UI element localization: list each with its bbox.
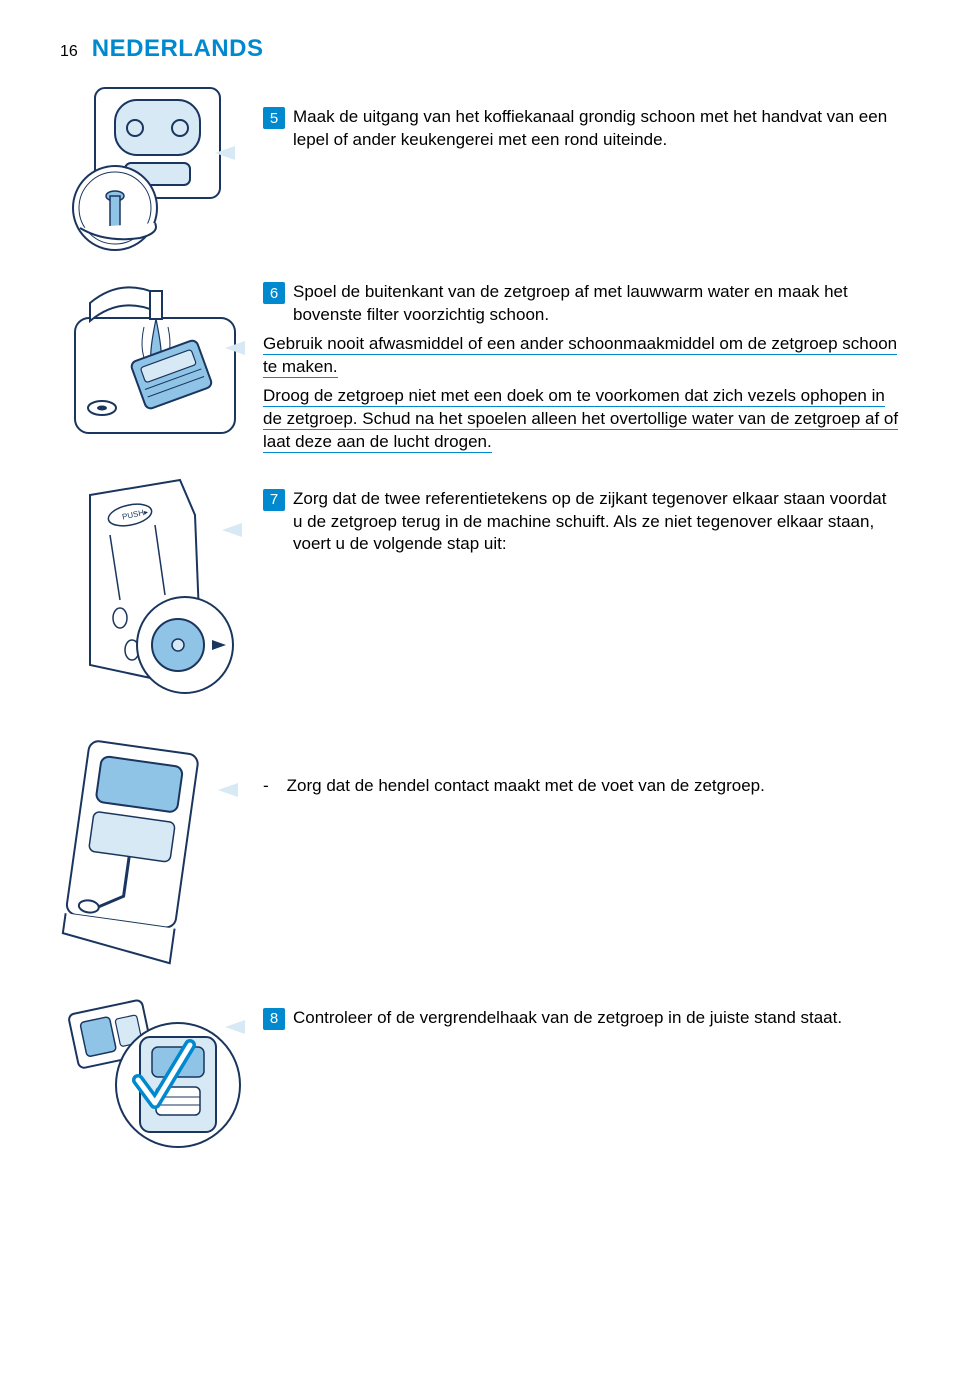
step-7: PUSH▸ 7 Zorg dat de twee referentieteken… [60,470,900,715]
step-8: 8 Controleer of de vergrendelhaak van de… [60,975,900,1160]
step-note: Gebruik nooit afwasmiddel of een ander s… [263,333,900,379]
illustration-lock-hook [60,975,245,1160]
step-5: 5 Maak de uitgang van het koffiekanaal g… [60,78,900,253]
step-text: Zorg dat de twee referentietekens op de … [293,488,900,557]
underlined-text: Gebruik nooit afwasmiddel of een ander s… [263,334,897,378]
step-number-badge: 5 [263,107,285,129]
page-number: 16 [60,43,78,61]
language-heading: NEDERLANDS [92,35,264,63]
step-6: 6 Spoel de buitenkant van de zetgroep af… [60,263,900,460]
step-bullet-lever: - Zorg dat de hendel contact maakt met d… [60,725,900,965]
underlined-text: Droog de zetgroep niet met een doek om t… [263,386,898,453]
step-note: Droog de zetgroep niet met een doek om t… [263,385,900,454]
step-number-badge: 8 [263,1008,285,1030]
step-number-badge: 7 [263,489,285,511]
illustration-clean-outlet [60,78,245,253]
step-text: Controleer of de vergrendelhaak van de z… [293,1007,842,1030]
step-text: Maak de uitgang van het koffiekanaal gro… [293,106,900,152]
illustration-align-marks: PUSH▸ [60,470,245,715]
illustration-rinse-tap [60,263,245,453]
step-number-badge: 6 [263,282,285,304]
illustration-lever-base [60,725,245,965]
page-header: 16 NEDERLANDS [60,35,900,63]
step-text: Spoel de buitenkant van de zetgroep af m… [293,281,900,327]
step-text: Zorg dat de hendel contact maakt met de … [287,775,765,798]
bullet-dash: - [263,775,269,798]
